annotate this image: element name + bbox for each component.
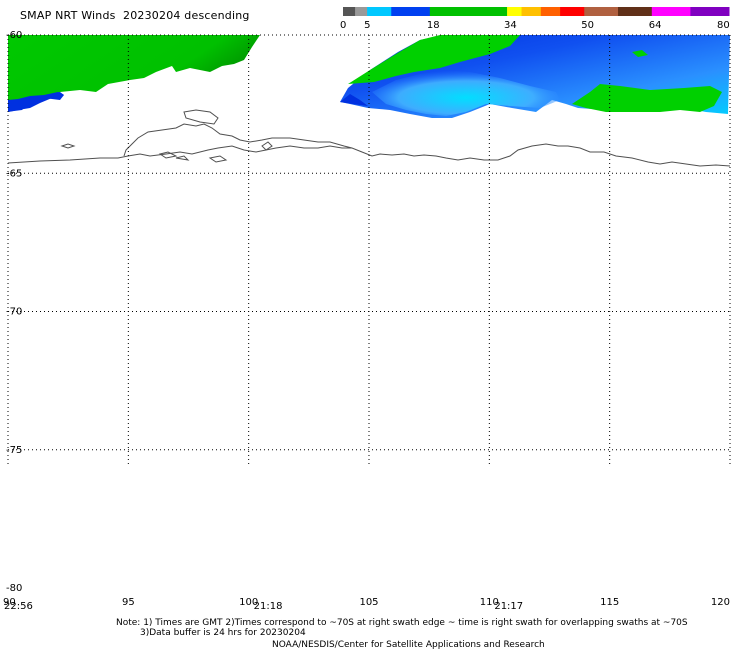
east-swath-deep-edge <box>340 94 368 106</box>
colorbar-tick-label: 50 <box>581 20 594 31</box>
coastline-island-2 <box>60 143 76 149</box>
lon-label: 95 <box>122 597 135 608</box>
east-swath-light-core <box>372 70 560 116</box>
colorbar-segment-0 <box>343 7 356 16</box>
coastline <box>7 109 731 167</box>
coastline-main <box>7 143 731 167</box>
east-wind-swath <box>340 35 730 118</box>
colorbar-segment-12 <box>690 7 730 16</box>
west-swath-blue-band <box>8 92 64 112</box>
swath-time-label: 21:17 <box>494 601 523 612</box>
coastline-island-1 <box>183 109 219 125</box>
lon-label: 90 <box>3 597 16 608</box>
west-wind-swath <box>8 35 260 112</box>
coastline-inlet-3 <box>261 141 273 151</box>
coastline-inlet-4 <box>175 155 190 161</box>
colorbar-segment-5 <box>507 7 523 16</box>
lon-label: 105 <box>359 597 378 608</box>
footer-note-line1: Note: 1) Times are GMT 2)Times correspon… <box>116 618 688 628</box>
lat-label: -60 <box>6 30 22 41</box>
coastline-inlet-2 <box>208 155 228 163</box>
lon-label: 100 <box>239 597 258 608</box>
title-product: SMAP NRT Winds <box>20 9 116 22</box>
lat-label: -65 <box>6 168 22 179</box>
colorbar-segment-10 <box>618 7 653 16</box>
colorbar-tick-label: 18 <box>426 20 440 31</box>
coastline-inlet-1 <box>158 151 178 159</box>
colorbar-segment-8 <box>560 7 585 16</box>
lon-label: 120 <box>711 597 730 608</box>
lon-label: 110 <box>480 597 499 608</box>
colorbar-tick-label: 0 <box>340 20 347 31</box>
footer-credit: NOAA/NESDIS/Center for Satellite Applica… <box>272 640 545 650</box>
map-title: SMAP NRT Winds 20230204 descending <box>20 9 250 22</box>
wind-speed-colorbar <box>343 7 730 16</box>
title-date: 20230204 <box>123 9 181 22</box>
colorbar-segment-1 <box>355 7 368 16</box>
swath-time-label: 21:18 <box>254 601 283 612</box>
colorbar-segment-11 <box>651 7 691 16</box>
colorbar-tick-label: 80 <box>717 20 730 31</box>
swath-time-label: 22:56 <box>4 601 33 612</box>
lat-label: -75 <box>6 445 22 456</box>
colorbar-segment-9 <box>584 7 619 16</box>
colorbar-segment-3 <box>391 7 431 16</box>
colorbar-tick-label: 34 <box>504 20 517 31</box>
title-pass: descending <box>184 9 250 22</box>
map-axes: 90 95 100 105 110 115 120 -60 -65 -70 -75 -80 22:56 2… <box>3 30 730 612</box>
east-swath-green-fleck <box>632 50 648 57</box>
west-swath-green <box>8 35 260 104</box>
coastline-peninsula <box>123 123 353 157</box>
colorbar-segment-4 <box>429 7 508 16</box>
colorbar-tick-label: 64 <box>648 20 662 31</box>
lat-label: -70 <box>6 307 22 318</box>
colorbar-segment-7 <box>540 7 561 16</box>
lat-label: -80 <box>6 583 22 594</box>
map-grid <box>7 34 731 464</box>
colorbar-tick-label: 5 <box>364 20 371 31</box>
footer-note-line2: 3)Data buffer is 24 hrs for 20230204 <box>140 628 306 638</box>
east-swath-green-west <box>348 35 520 84</box>
colorbar-segment-6 <box>521 7 542 16</box>
lon-label: 115 <box>600 597 619 608</box>
colorbar-segment-2 <box>367 7 392 16</box>
